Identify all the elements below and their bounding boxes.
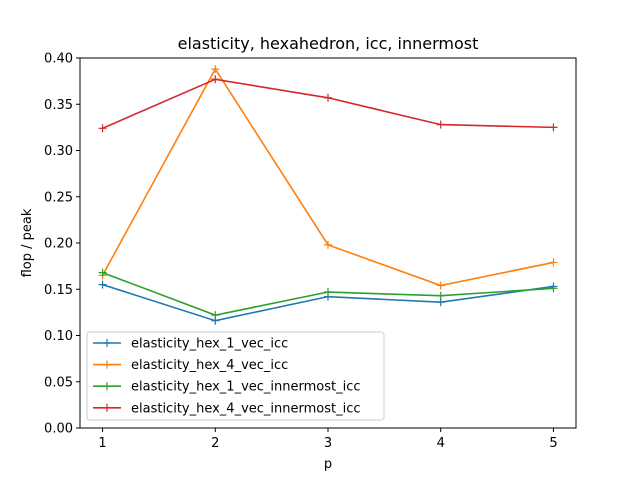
series-line xyxy=(102,78,554,130)
y-axis: 0.00 0.05 0.10 0.15 0.20 0.25 0.30 0.35 0.40 xyxy=(44,52,80,437)
data-point xyxy=(324,288,332,297)
data-point xyxy=(98,268,107,277)
y-tick-label: 0.05 xyxy=(44,375,73,390)
data-point xyxy=(98,124,107,133)
data-point xyxy=(436,120,445,129)
data-point xyxy=(549,284,558,293)
y-axis-label: flop / peak xyxy=(20,208,35,277)
legend-marker xyxy=(103,382,111,391)
series-1 xyxy=(98,280,558,325)
legend-marker xyxy=(103,339,111,347)
series-3 xyxy=(98,268,558,320)
x-tick-label: 2 xyxy=(211,436,219,451)
plot-area xyxy=(98,65,558,325)
data-point xyxy=(211,65,220,74)
y-tick-label: 0.10 xyxy=(44,329,73,344)
legend-marker xyxy=(103,403,111,412)
y-tick-label: 0.30 xyxy=(44,144,73,159)
x-axis-label: p xyxy=(324,457,332,472)
series-4 xyxy=(98,75,558,133)
data-point xyxy=(324,93,332,102)
y-tick-label: 0.00 xyxy=(44,422,73,437)
legend-label: elasticity_hex_4_vec_innermost_icc xyxy=(131,401,361,416)
data-point xyxy=(211,75,220,84)
data-point xyxy=(98,280,107,289)
chart-title: elasticity, hexahedron, icc, innermost xyxy=(178,34,479,53)
data-point xyxy=(549,123,558,132)
data-point xyxy=(549,258,558,267)
legend-item: elasticity_hex_1_vec_innermost_icc xyxy=(93,380,361,395)
y-tick-label: 0.40 xyxy=(44,52,73,67)
data-point xyxy=(324,240,332,249)
data-point xyxy=(211,311,220,320)
legend-item: elasticity_hex_1_vec_icc xyxy=(93,337,288,352)
x-tick-label: 1 xyxy=(98,436,106,451)
legend-marker xyxy=(103,360,111,369)
x-tick-label: 3 xyxy=(324,436,332,451)
legend-label: elasticity_hex_1_vec_innermost_icc xyxy=(131,380,361,395)
x-tick-label: 4 xyxy=(437,436,445,451)
y-tick-label: 0.25 xyxy=(44,190,73,205)
legend-label: elasticity_hex_1_vec_icc xyxy=(131,337,288,352)
legend-label: elasticity_hex_4_vec_icc xyxy=(131,358,288,373)
data-point xyxy=(436,291,445,300)
legend-item: elasticity_hex_4_vec_innermost_icc xyxy=(93,401,361,416)
legend: elasticity_hex_1_vec_icc elasticity_hex_4… xyxy=(86,331,385,421)
y-tick-label: 0.35 xyxy=(44,98,73,113)
y-tick-label: 0.15 xyxy=(44,283,73,298)
y-tick-label: 0.20 xyxy=(44,237,73,252)
x-axis: 1 2 3 4 5 xyxy=(98,428,558,451)
x-tick-label: 5 xyxy=(549,436,557,451)
legend-box xyxy=(86,331,385,421)
legend-item: elasticity_hex_4_vec_icc xyxy=(93,358,288,373)
data-point xyxy=(436,281,445,290)
